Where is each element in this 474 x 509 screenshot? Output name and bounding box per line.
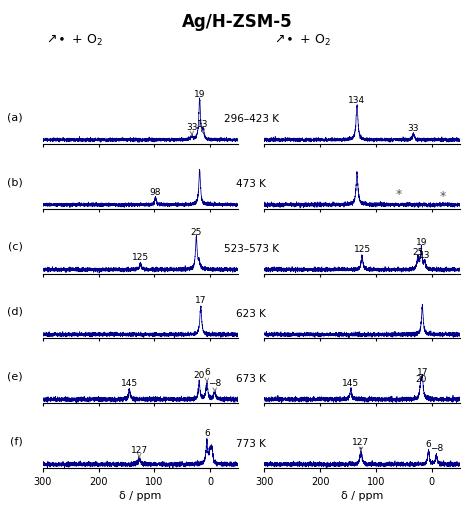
- Text: 33: 33: [186, 123, 198, 135]
- Text: 33: 33: [408, 124, 419, 132]
- Text: 296–423 K: 296–423 K: [224, 114, 279, 124]
- Text: (f): (f): [10, 437, 23, 447]
- Text: 145: 145: [342, 379, 359, 387]
- Text: (e): (e): [8, 372, 23, 382]
- Text: 6: 6: [204, 368, 210, 383]
- Text: 13: 13: [419, 251, 430, 260]
- Text: 25: 25: [191, 228, 202, 237]
- Text: 19: 19: [194, 90, 205, 99]
- Text: $\nearrow\!\!\bullet$ + O$_2$: $\nearrow\!\!\bullet$ + O$_2$: [44, 33, 103, 48]
- Text: Ag/H-ZSM-5: Ag/H-ZSM-5: [182, 13, 292, 31]
- Text: 13: 13: [197, 120, 209, 132]
- Text: 523–573 K: 523–573 K: [224, 244, 279, 254]
- Text: −8: −8: [208, 379, 221, 391]
- Text: 17: 17: [195, 296, 207, 305]
- Text: 473 K: 473 K: [236, 179, 266, 189]
- Text: 127: 127: [131, 445, 148, 458]
- Text: −8: −8: [430, 444, 443, 453]
- Text: (a): (a): [8, 112, 23, 122]
- Text: 673 K: 673 K: [236, 374, 266, 384]
- Text: 98: 98: [150, 188, 161, 197]
- Text: 19: 19: [416, 239, 427, 247]
- Text: 6: 6: [426, 440, 431, 449]
- Text: 17: 17: [417, 369, 428, 377]
- Text: 134: 134: [348, 96, 365, 104]
- Text: 127: 127: [352, 438, 369, 450]
- Text: (b): (b): [8, 177, 23, 187]
- Text: 25: 25: [412, 248, 424, 257]
- Text: 20: 20: [415, 375, 426, 384]
- Text: *: *: [395, 188, 401, 202]
- Text: $\nearrow\!\!\bullet$ + O$_2$: $\nearrow\!\!\bullet$ + O$_2$: [272, 33, 330, 48]
- Text: *: *: [440, 189, 446, 203]
- Text: 125: 125: [132, 253, 149, 262]
- Text: 623 K: 623 K: [236, 309, 266, 319]
- Text: (d): (d): [7, 307, 23, 317]
- Text: 145: 145: [121, 379, 138, 388]
- Text: δ / ppm: δ / ppm: [119, 491, 162, 501]
- Text: 773 K: 773 K: [236, 439, 266, 448]
- Text: (c): (c): [8, 242, 23, 252]
- Text: δ / ppm: δ / ppm: [341, 491, 383, 501]
- Text: 20: 20: [193, 371, 205, 380]
- Text: 6: 6: [204, 429, 210, 438]
- Text: 125: 125: [354, 245, 371, 254]
